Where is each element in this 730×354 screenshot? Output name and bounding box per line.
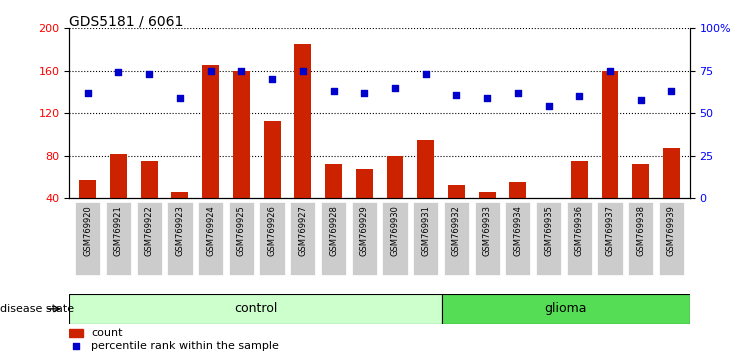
Bar <box>291 201 315 275</box>
Bar <box>597 201 623 275</box>
Bar <box>352 201 377 275</box>
Bar <box>202 65 219 198</box>
Point <box>389 85 401 91</box>
Bar <box>386 156 404 198</box>
Text: GSM769929: GSM769929 <box>360 205 369 256</box>
Point <box>143 72 155 77</box>
Point <box>604 68 616 74</box>
Point <box>297 68 309 74</box>
Bar <box>658 201 684 275</box>
Bar <box>69 329 83 337</box>
Bar <box>172 192 188 198</box>
Point <box>450 92 462 97</box>
Text: GSM769932: GSM769932 <box>452 205 461 256</box>
Text: percentile rank within the sample: percentile rank within the sample <box>91 341 279 351</box>
Bar <box>474 201 500 275</box>
Text: count: count <box>91 328 123 338</box>
Bar <box>628 201 653 275</box>
Bar <box>479 192 496 198</box>
Bar <box>418 140 434 198</box>
Text: GSM769939: GSM769939 <box>667 205 676 256</box>
Point <box>512 90 523 96</box>
Point <box>666 88 677 94</box>
Text: GSM769926: GSM769926 <box>268 205 277 256</box>
Point <box>574 93 585 99</box>
Text: GSM769933: GSM769933 <box>483 205 491 256</box>
Bar <box>69 294 442 324</box>
Text: disease state: disease state <box>0 304 74 314</box>
Bar <box>80 180 96 198</box>
Text: GSM769920: GSM769920 <box>83 205 92 256</box>
Text: GDS5181 / 6061: GDS5181 / 6061 <box>69 14 184 28</box>
Bar <box>442 294 690 324</box>
Bar <box>448 185 465 198</box>
Text: control: control <box>234 302 277 315</box>
Bar <box>536 201 561 275</box>
Bar <box>571 161 588 198</box>
Bar <box>233 71 250 198</box>
Bar <box>321 201 346 275</box>
Bar <box>106 201 131 275</box>
Bar <box>264 121 280 198</box>
Text: GSM769931: GSM769931 <box>421 205 430 256</box>
Text: GSM769938: GSM769938 <box>637 205 645 256</box>
Text: GSM769934: GSM769934 <box>513 205 523 256</box>
Point <box>174 95 185 101</box>
Text: GSM769924: GSM769924 <box>206 205 215 256</box>
Bar <box>383 201 407 275</box>
Point <box>542 104 554 109</box>
Text: GSM769936: GSM769936 <box>575 205 584 256</box>
Text: GSM769922: GSM769922 <box>145 205 154 256</box>
Point <box>266 76 278 82</box>
Bar <box>505 201 531 275</box>
Text: GSM769921: GSM769921 <box>114 205 123 256</box>
Bar <box>325 164 342 198</box>
Bar <box>141 161 158 198</box>
Point <box>481 95 493 101</box>
Text: GSM769930: GSM769930 <box>391 205 399 256</box>
Text: GSM769925: GSM769925 <box>237 205 246 256</box>
Bar <box>198 201 223 275</box>
Point <box>70 343 82 349</box>
Bar <box>137 201 162 275</box>
Point <box>112 70 124 75</box>
Bar <box>167 201 193 275</box>
Bar <box>259 201 285 275</box>
Bar <box>566 201 592 275</box>
Point <box>635 97 647 103</box>
Bar <box>602 71 618 198</box>
Bar <box>110 154 127 198</box>
Point <box>205 68 217 74</box>
Bar <box>294 44 311 198</box>
Point <box>328 88 339 94</box>
Text: GSM769928: GSM769928 <box>329 205 338 256</box>
Bar <box>444 201 469 275</box>
Text: glioma: glioma <box>545 302 587 315</box>
Bar <box>413 201 438 275</box>
Bar <box>663 148 680 198</box>
Bar <box>510 182 526 198</box>
Text: GSM769935: GSM769935 <box>544 205 553 256</box>
Text: GSM769937: GSM769937 <box>605 205 615 256</box>
Text: GSM769923: GSM769923 <box>175 205 185 256</box>
Bar <box>75 201 100 275</box>
Point <box>82 90 93 96</box>
Bar <box>228 201 254 275</box>
Point <box>420 72 431 77</box>
Point <box>236 68 247 74</box>
Bar <box>356 169 373 198</box>
Point <box>358 90 370 96</box>
Text: GSM769927: GSM769927 <box>299 205 307 256</box>
Bar <box>632 164 649 198</box>
